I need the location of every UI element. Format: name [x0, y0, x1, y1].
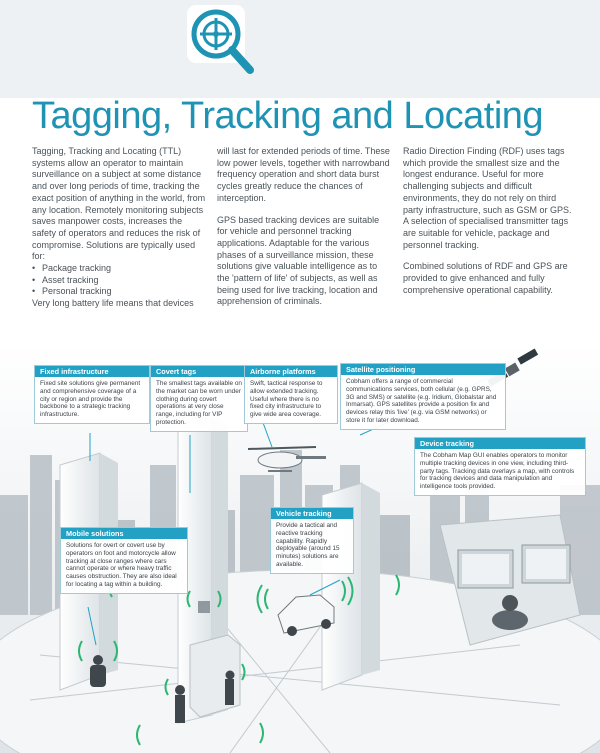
callout-text: Fixed site solutions give permanent and …	[40, 380, 141, 419]
callout-title: Mobile solutions	[61, 528, 187, 539]
callout-text: The smallest tags available on the marke…	[156, 380, 242, 426]
callout-title: Device tracking	[415, 438, 585, 449]
monitoring-desk	[439, 514, 581, 646]
people-icons	[90, 655, 235, 723]
callout-title: Airborne platforms	[245, 366, 337, 377]
callout-vehicle-tracking: Vehicle tracking Provide a tactical and …	[270, 507, 354, 574]
text-column-2: will last for extended periods of time. …	[217, 146, 392, 318]
list-item: Personal tracking	[32, 286, 207, 298]
callout-mobile-solutions: Mobile solutions Solutions for overt or …	[60, 527, 188, 594]
callout-airborne-platforms: Airborne platforms Swift, tactical respo…	[244, 365, 338, 424]
callout-text: The Cobham Map GUI enables operators to …	[420, 452, 575, 491]
page-title: Tagging, Tracking and Locating	[32, 95, 544, 137]
callout-fixed-infrastructure: Fixed infrastructure Fixed site solution…	[34, 365, 150, 424]
list-item: Asset tracking	[32, 275, 207, 287]
callout-title: Satellite positioning	[341, 364, 505, 375]
callout-text: Swift, tactical response to allow extend…	[250, 380, 323, 419]
text-column-3: Radio Direction Finding (RDF) uses tags …	[403, 146, 578, 306]
callout-title: Covert tags	[151, 366, 247, 377]
callout-text: Solutions for overt or covert use by ope…	[66, 542, 177, 588]
list-item: Package tracking	[32, 263, 207, 275]
helicopter-icon	[247, 446, 326, 472]
text-column-1: Tagging, Tracking and Locating (TTL) sys…	[32, 146, 207, 310]
callout-title: Vehicle tracking	[271, 508, 353, 519]
combined-paragraph: Combined solutions of RDF and GPS are pr…	[403, 261, 568, 295]
callout-text: Cobham offers a range of commercial comm…	[346, 378, 497, 424]
intro-paragraph: Tagging, Tracking and Locating (TTL) sys…	[32, 146, 206, 262]
package-icon	[198, 601, 210, 613]
gps-paragraph: GPS based tracking devices are suitable …	[217, 214, 380, 307]
callout-text: Provide a tactical and reactive tracking…	[276, 522, 340, 568]
callout-satellite-positioning: Satellite positioning Cobham offers a ra…	[340, 363, 506, 430]
header-band	[0, 0, 600, 98]
target-magnifier-icon	[187, 5, 254, 74]
callout-covert-tags: Covert tags The smallest tags available …	[150, 365, 248, 432]
interception-paragraph: will last for extended periods of time. …	[217, 146, 390, 203]
rdf-paragraph: Radio Direction Finding (RDF) uses tags …	[403, 146, 572, 250]
use-case-list: Package tracking Asset tracking Personal…	[32, 263, 207, 298]
callout-title: Fixed infrastructure	[35, 366, 149, 377]
callout-device-tracking: Device tracking The Cobham Map GUI enabl…	[414, 437, 586, 496]
battery-paragraph: Very long battery life means that device…	[32, 298, 194, 309]
car-icon	[277, 594, 335, 636]
